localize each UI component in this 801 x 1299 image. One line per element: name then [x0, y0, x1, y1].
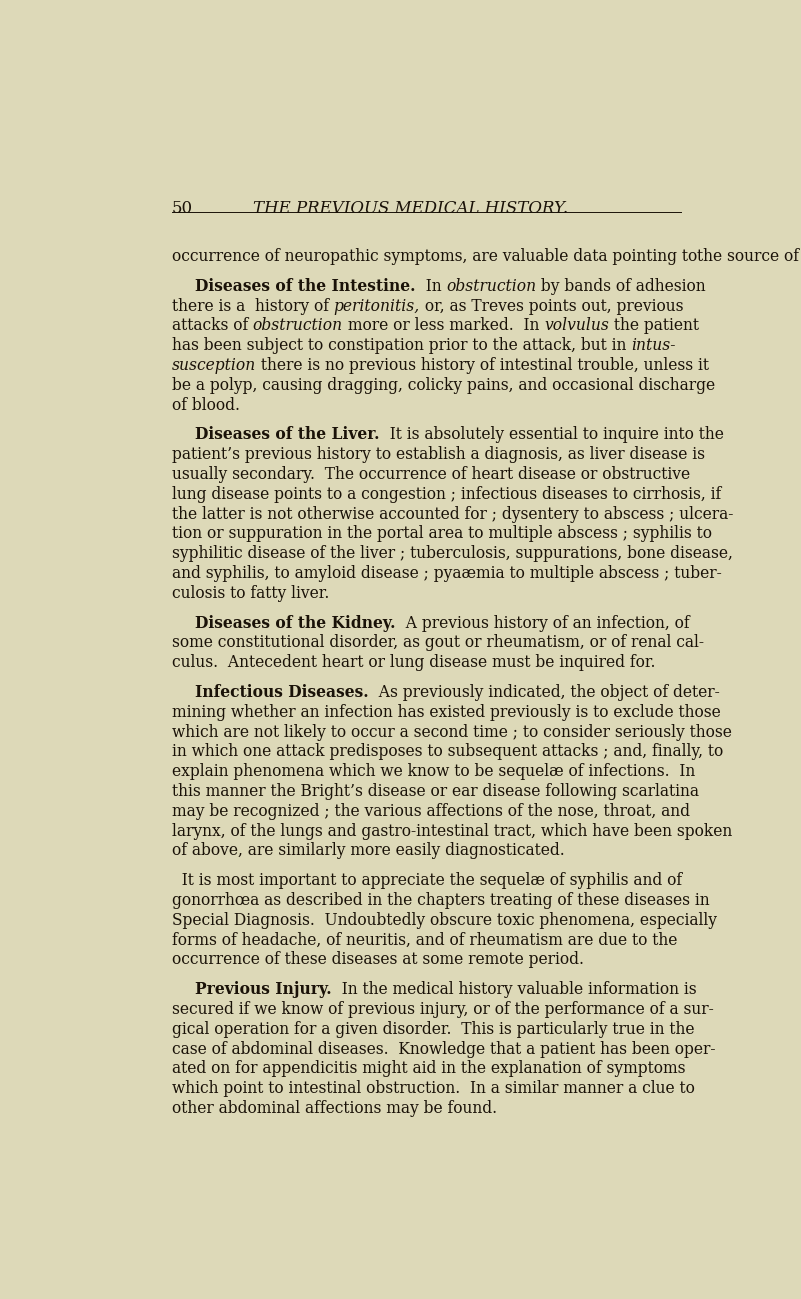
Text: which are not likely to occur a second time ; to consider seriously those: which are not likely to occur a second t…	[171, 724, 731, 740]
Text: Diseases of the Intestine.: Diseases of the Intestine.	[195, 278, 416, 295]
Text: there is no previous history of intestinal trouble, unless it: there is no previous history of intestin…	[256, 357, 709, 374]
Text: in which one attack predisposes to subsequent attacks ; and, finally, to: in which one attack predisposes to subse…	[171, 743, 723, 760]
Text: of above, are similarly more easily diagnosticated.: of above, are similarly more easily diag…	[171, 843, 564, 860]
Text: ated on for appendicitis might aid in the explanation of symptoms: ated on for appendicitis might aid in th…	[171, 1060, 685, 1077]
Text: be a polyp, causing dragging, colicky pains, and occasional discharge: be a polyp, causing dragging, colicky pa…	[171, 377, 714, 394]
Text: of blood.: of blood.	[171, 396, 239, 413]
Text: the patient: the patient	[609, 317, 699, 334]
Text: mining whether an infection has existed previously is to exclude those: mining whether an infection has existed …	[171, 704, 720, 721]
Text: 50: 50	[171, 200, 192, 217]
Text: obstruction: obstruction	[446, 278, 536, 295]
Text: more or less marked.  In: more or less marked. In	[343, 317, 544, 334]
Text: or, as Treves points out, previous: or, as Treves points out, previous	[420, 297, 683, 314]
Text: intus-: intus-	[630, 338, 675, 355]
Text: volvulus: volvulus	[544, 317, 609, 334]
Text: has been subject to constipation prior to the attack, but in: has been subject to constipation prior t…	[171, 338, 630, 355]
Text: In the medical history valuable information is: In the medical history valuable informat…	[332, 981, 696, 998]
Text: this manner the Bright’s disease or ear disease following scarlatina: this manner the Bright’s disease or ear …	[171, 783, 698, 800]
Text: culus.  Antecedent heart or lung disease must be inquired for.: culus. Antecedent heart or lung disease …	[171, 655, 655, 672]
Text: As previously indicated, the object of deter-: As previously indicated, the object of d…	[368, 685, 719, 701]
Text: patient’s previous history to establish a diagnosis, as liver disease is: patient’s previous history to establish …	[171, 446, 705, 464]
Text: Previous Injury.: Previous Injury.	[195, 981, 332, 998]
Text: lung disease points to a congestion ; infectious diseases to cirrhosis, if: lung disease points to a congestion ; in…	[171, 486, 721, 503]
Text: gonorrhœa as described in the chapters treating of these diseases in: gonorrhœa as described in the chapters t…	[171, 892, 709, 909]
Text: Infectious Diseases.: Infectious Diseases.	[195, 685, 368, 701]
Text: and syphilis, to amyloid disease ; pyaæmia to multiple abscess ; tuber-: and syphilis, to amyloid disease ; pyaæm…	[171, 565, 721, 582]
Text: usually secondary.  The occurrence of heart disease or obstructive: usually secondary. The occurrence of hea…	[171, 466, 690, 483]
Text: culosis to fatty liver.: culosis to fatty liver.	[171, 585, 329, 601]
Text: attacks of: attacks of	[171, 317, 252, 334]
Text: secured if we know of previous injury, or of the performance of a sur-: secured if we know of previous injury, o…	[171, 1002, 713, 1018]
Text: there is a  history of: there is a history of	[171, 297, 333, 314]
Text: case of abdominal diseases.  Knowledge that a patient has been oper-: case of abdominal diseases. Knowledge th…	[171, 1040, 715, 1057]
Text: susception: susception	[171, 357, 256, 374]
Text: Diseases of the Liver.: Diseases of the Liver.	[195, 426, 380, 443]
Text: syphilitic disease of the liver ; tuberculosis, suppurations, bone disease,: syphilitic disease of the liver ; tuberc…	[171, 546, 732, 562]
Text: THE PREVIOUS MEDICAL HISTORY.: THE PREVIOUS MEDICAL HISTORY.	[253, 200, 568, 217]
Text: explain phenomena which we know to be sequelæ of infections.  In: explain phenomena which we know to be se…	[171, 764, 694, 781]
Text: peritonitis,: peritonitis,	[333, 297, 420, 314]
Text: It is most important to appreciate the sequelæ of syphilis and of: It is most important to appreciate the s…	[171, 872, 682, 890]
Text: larynx, of the lungs and gastro-intestinal tract, which have been spoken: larynx, of the lungs and gastro-intestin…	[171, 822, 732, 839]
Text: In: In	[416, 278, 446, 295]
Text: occurrence of neuropathic symptoms, are valuable data pointing to: occurrence of neuropathic symptoms, are …	[171, 248, 697, 265]
Text: gical operation for a given disorder.  This is particularly true in the: gical operation for a given disorder. Th…	[171, 1021, 694, 1038]
Text: Special Diagnosis.  Undoubtedly obscure toxic phenomena, especially: Special Diagnosis. Undoubtedly obscure t…	[171, 912, 717, 929]
Text: tion or suppuration in the portal area to multiple abscess ; syphilis to: tion or suppuration in the portal area t…	[171, 525, 711, 543]
Text: A previous history of an infection, of: A previous history of an infection, of	[396, 614, 689, 631]
Text: Diseases of the Kidney.: Diseases of the Kidney.	[195, 614, 396, 631]
Text: the source of many gastric neuroses.: the source of many gastric neuroses.	[697, 248, 801, 265]
Text: other abdominal affections may be found.: other abdominal affections may be found.	[171, 1100, 497, 1117]
Text: some constitutional disorder, as gout or rheumatism, or of renal cal-: some constitutional disorder, as gout or…	[171, 634, 703, 651]
Text: occurrence of these diseases at some remote period.: occurrence of these diseases at some rem…	[171, 951, 583, 969]
Text: the latter is not otherwise accounted for ; dysentery to abscess ; ulcera-: the latter is not otherwise accounted fo…	[171, 505, 733, 522]
Text: It is absolutely essential to inquire into the: It is absolutely essential to inquire in…	[380, 426, 723, 443]
Text: obstruction: obstruction	[252, 317, 343, 334]
Text: may be recognized ; the various affections of the nose, throat, and: may be recognized ; the various affectio…	[171, 803, 690, 820]
Text: which point to intestinal obstruction.  In a similar manner a clue to: which point to intestinal obstruction. I…	[171, 1081, 694, 1098]
Text: forms of headache, of neuritis, and of rheumatism are due to the: forms of headache, of neuritis, and of r…	[171, 931, 677, 948]
Text: by bands of adhesion: by bands of adhesion	[536, 278, 706, 295]
